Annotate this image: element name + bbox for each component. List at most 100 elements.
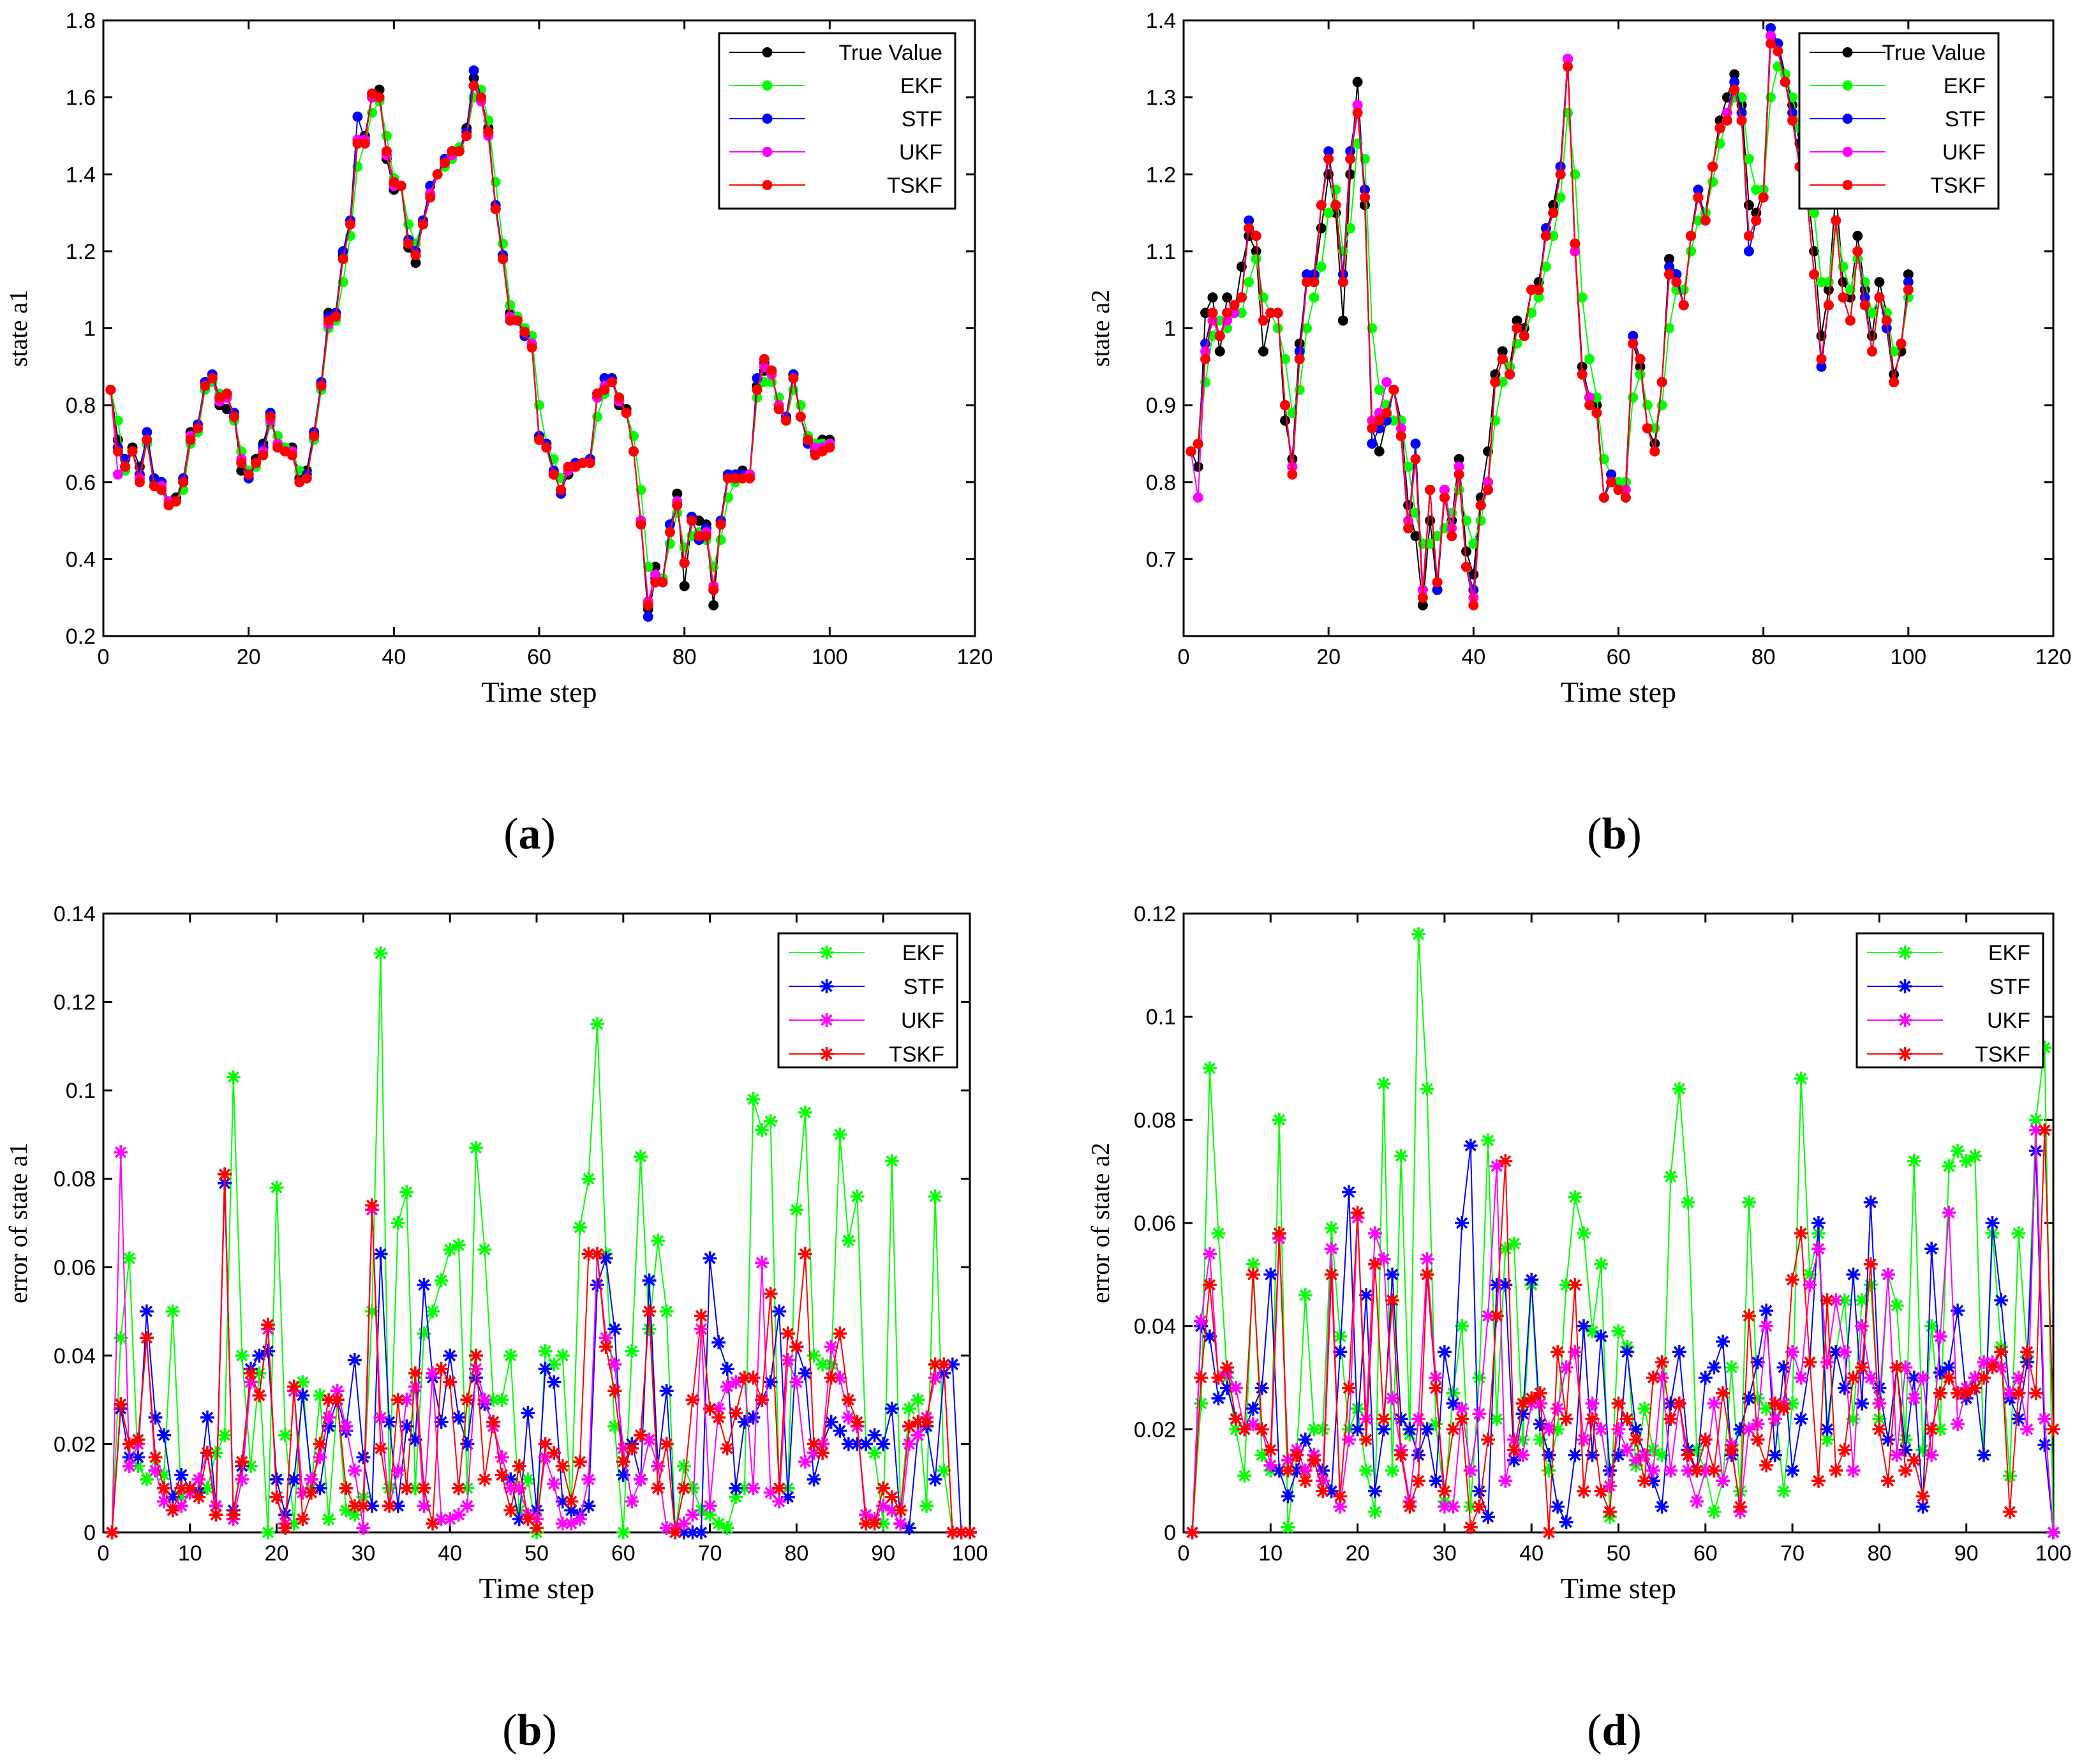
y-tick-label: 0 — [84, 1521, 96, 1545]
point-ukf — [1767, 1412, 1782, 1427]
point-tskf — [1671, 277, 1682, 288]
point-ukf — [1820, 1355, 1834, 1370]
point-stf — [1766, 23, 1776, 34]
point-tskf — [1202, 1278, 1217, 1292]
point-tskf-stroke-3 — [859, 1517, 872, 1530]
point-true-value — [1258, 346, 1268, 357]
point-tskf-stroke-3 — [1273, 1227, 1286, 1240]
legend-item-tskf: TSKF — [1810, 174, 1986, 198]
point-ukf — [1942, 1205, 1956, 1220]
point-tskf — [1751, 215, 1762, 226]
point-tskf — [599, 1340, 613, 1354]
point-stf-stroke-3 — [1526, 1273, 1538, 1286]
point-ukf — [893, 1516, 908, 1531]
point-ukf — [313, 1450, 327, 1465]
point-stf — [521, 1405, 535, 1420]
point-tskf-stroke-3 — [678, 1482, 690, 1494]
point-tskf-stroke-3 — [1360, 1434, 1372, 1446]
point-ukf — [625, 1494, 639, 1509]
x-tick-label: 50 — [524, 1541, 549, 1566]
point-tskf — [382, 1499, 397, 1513]
point-tskf-stroke-3 — [487, 1416, 500, 1428]
point-tskf-stroke-3 — [132, 1434, 144, 1446]
x-axis-label: Time step — [479, 1572, 594, 1605]
point-tskf — [1889, 376, 1900, 387]
point-ekf — [911, 1393, 925, 1407]
point-tskf — [720, 1441, 734, 1456]
x-tick-label: 0 — [98, 645, 110, 669]
point-ekf-stroke-3 — [409, 1482, 422, 1494]
point-ukf-stroke-3 — [687, 1509, 699, 1521]
point-ukf-stroke-3 — [1491, 1160, 1503, 1173]
point-ukf — [1562, 54, 1573, 64]
point-stf-stroke-3 — [1508, 1454, 1521, 1466]
point-ekf-stroke-3 — [1456, 1320, 1468, 1332]
point-ekf — [1526, 308, 1537, 318]
point-ukf-stroke-3 — [1386, 1392, 1399, 1404]
point-tskf — [643, 600, 653, 611]
point-ekf — [1432, 531, 1443, 542]
point-tskf — [937, 1357, 951, 1372]
point-tskf — [1359, 192, 1370, 203]
point-ukf — [1924, 1448, 1939, 1462]
point-stf — [1323, 146, 1334, 157]
point-stf-stroke-3 — [1751, 1356, 1764, 1368]
chart-error-state-a1: 0 10 20 30 40 50 60 70 80 90 100 0 0.02 0.04 0.06 0.08 0… — [4, 902, 988, 1605]
x-tick-label: 30 — [1432, 1541, 1457, 1566]
point-tskf — [1867, 346, 1878, 357]
point-stf-stroke-3 — [366, 1500, 378, 1512]
legend-label: TSKF — [1930, 174, 1986, 198]
point-stf-stroke-3 — [1395, 1413, 1407, 1425]
point-ekf — [1533, 292, 1544, 303]
point-stf-stroke-3 — [1812, 1217, 1825, 1229]
legend-item-tskf: TSKF — [789, 1042, 944, 1067]
point-ukf — [373, 1410, 388, 1425]
point-tskf — [1743, 230, 1754, 241]
point-ekf — [165, 1304, 180, 1319]
point-tskf-stroke-3 — [426, 1517, 439, 1530]
point-stf-stroke-3 — [808, 1473, 820, 1486]
point-tskf — [625, 1441, 639, 1456]
point-tskf — [773, 404, 784, 415]
point-tskf — [798, 1247, 812, 1261]
point-ukf-stroke-3 — [1517, 1449, 1529, 1461]
point-tskf — [1429, 1381, 1443, 1395]
point-ekf-stroke-3 — [1760, 1402, 1773, 1415]
point-stf-stroke-3 — [609, 1323, 621, 1335]
point-tskf — [192, 423, 203, 434]
point-ukf-stroke-3 — [2039, 1413, 2051, 1425]
point-tskf — [460, 1393, 475, 1407]
point-ekf-stroke-3 — [2012, 1227, 2025, 1240]
point-tskf — [432, 169, 443, 180]
legend-marker — [762, 147, 773, 157]
point-ekf — [1776, 1484, 1791, 1499]
point-tskf — [182, 1481, 197, 1495]
point-stf — [1559, 1515, 1573, 1529]
point-tskf-stroke-3 — [175, 1482, 188, 1494]
y-tick-label: 0.1 — [66, 1079, 96, 1103]
point-ukf — [1367, 1226, 1382, 1241]
point-stf-stroke-3 — [799, 1367, 812, 1379]
point-ukf — [572, 1512, 587, 1527]
point-tskf — [1816, 353, 1827, 364]
point-ukf-stroke-3 — [895, 1517, 907, 1530]
point-tskf-stroke-3 — [955, 1526, 967, 1539]
point-ekf-stroke-3 — [842, 1234, 855, 1247]
point-true-value — [1222, 292, 1233, 303]
point-ukf-stroke-3 — [461, 1500, 473, 1512]
point-stf-stroke-3 — [505, 1473, 517, 1486]
point-stf-stroke-3 — [288, 1473, 300, 1486]
point-ukf — [1194, 1314, 1209, 1328]
point-ekf-stroke-3 — [626, 1345, 638, 1358]
point-tskf-stroke-3 — [513, 1460, 525, 1472]
point-ekf-stroke-3 — [1900, 1434, 1912, 1446]
point-tskf-stroke-3 — [1186, 1526, 1198, 1539]
point-ukf — [112, 469, 123, 480]
point-tskf — [1185, 1525, 1200, 1539]
point-tskf — [226, 1508, 241, 1522]
point-tskf-stroke-3 — [834, 1328, 846, 1340]
point-stf-stroke-3 — [877, 1438, 889, 1450]
point-ukf — [1200, 346, 1211, 357]
point-ukf — [1420, 1252, 1434, 1266]
point-ukf-stroke-3 — [1612, 1423, 1625, 1435]
